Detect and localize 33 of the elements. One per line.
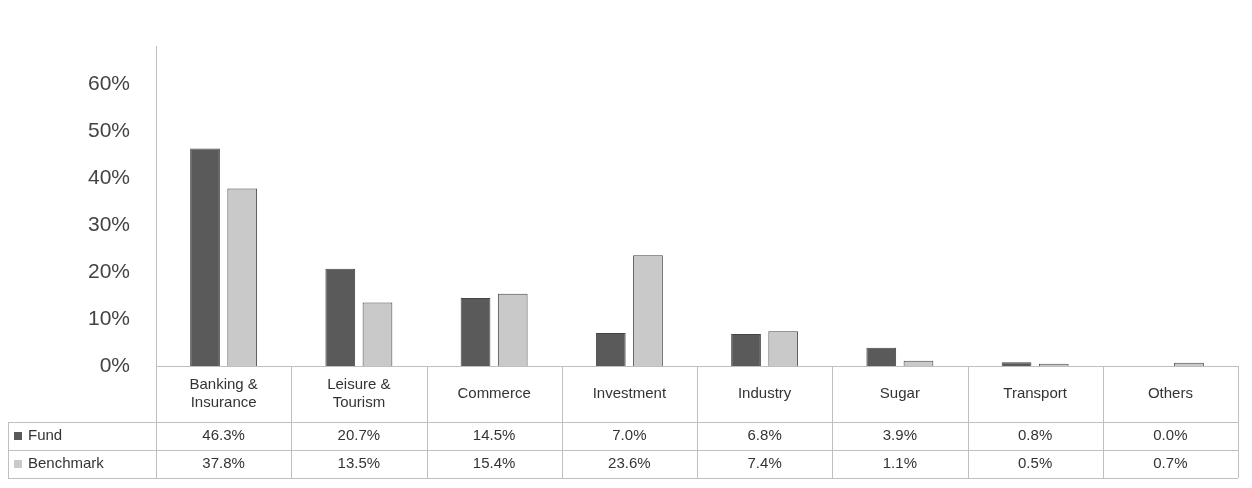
x-tick-label: Transport [1003, 384, 1068, 402]
data-label: 7.4% [747, 454, 782, 472]
data-label: 15.4% [472, 454, 516, 472]
x-tick-label: Industry [737, 384, 792, 402]
y-tick-label: 0% [99, 352, 130, 376]
x-tick-label: Commerce [457, 384, 531, 402]
data-label: 3.9% [882, 426, 917, 444]
data-label: 13.5% [337, 454, 381, 472]
data-label: 0.8% [1018, 426, 1053, 444]
data-label: 0.0% [1153, 426, 1188, 444]
data-label: 1.1% [882, 454, 917, 472]
legend-label: Fund [28, 426, 63, 444]
y-tick-label: 10% [87, 305, 130, 329]
x-tick-label: Sugar [879, 384, 920, 402]
y-tick-label: 20% [87, 258, 130, 282]
data-label: 20.7% [337, 426, 381, 444]
x-tick-label: Others [1147, 384, 1193, 402]
data-label: 7.0% [612, 426, 647, 444]
y-tick-label: 40% [87, 164, 130, 188]
y-tick-label: 60% [87, 70, 130, 94]
x-tick-label: Banking & Insurance [189, 375, 258, 411]
data-label: 23.6% [608, 454, 651, 472]
x-tick-label: Leisure & Tourism [327, 375, 391, 411]
y-tick-label: 50% [87, 117, 130, 141]
legend-label: Benchmark [28, 454, 105, 472]
data-label: 0.7% [1153, 454, 1188, 472]
x-tick-label: Investment [592, 384, 667, 402]
data-label: 14.5% [472, 426, 516, 444]
data-label: 0.5% [1018, 454, 1053, 472]
data-label: 6.8% [747, 426, 782, 444]
y-tick-label: 30% [87, 211, 130, 235]
data-label: 46.3% [202, 426, 245, 444]
data-label: 37.8% [202, 454, 245, 472]
